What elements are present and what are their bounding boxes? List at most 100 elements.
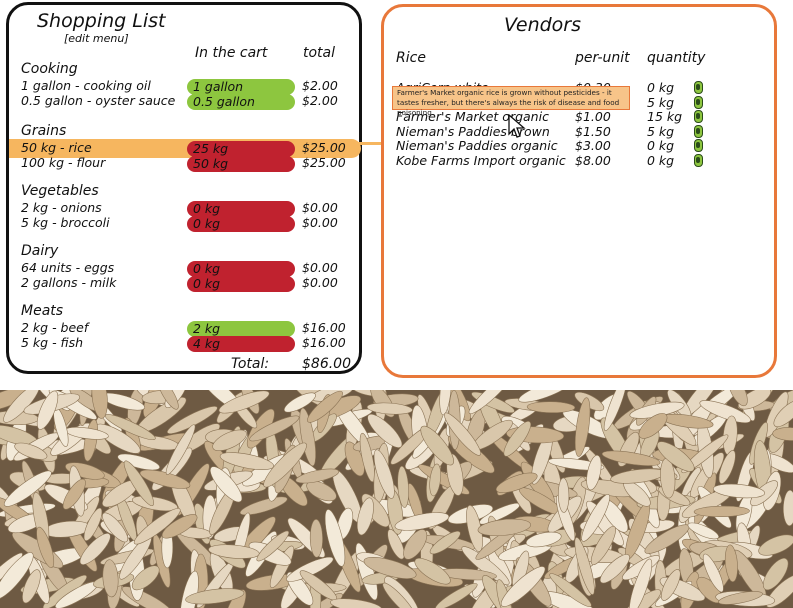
- list-item-label[interactable]: 50 kg - rice: [21, 140, 92, 155]
- vendor-quantity: 15 kg: [647, 109, 683, 124]
- rice-grain: [574, 537, 595, 595]
- rice-grain: [599, 554, 630, 584]
- rice-grain: [3, 470, 52, 507]
- edit-menu-link[interactable]: [edit menu]: [64, 32, 129, 45]
- rice-grain: [762, 557, 789, 591]
- list-item-label[interactable]: 5 kg - fish: [21, 335, 84, 350]
- vendor-connector-line: [352, 142, 384, 145]
- rice-grain: [727, 390, 748, 407]
- rice-grain: [102, 512, 129, 543]
- item-total: $16.00: [302, 320, 346, 335]
- rice-grain: [123, 460, 154, 507]
- item-total: $0.00: [302, 200, 338, 215]
- vendor-name: Kobe Farms Import organic: [396, 152, 566, 168]
- rice-grain: [36, 390, 59, 430]
- vendor-quantity: 5 kg: [647, 94, 675, 110]
- vendor-quantity: 0 kg: [647, 80, 675, 95]
- category-vegetables: Vegetables: [21, 183, 99, 199]
- category-grains: Grains: [21, 123, 67, 139]
- rice-grain: [161, 514, 198, 539]
- vendor-price: $8.00: [575, 152, 611, 168]
- cart-status-pill[interactable]: 25 kg: [187, 141, 295, 157]
- vendor-quantity: 5 kg: [647, 123, 675, 139]
- quantity-stepper[interactable]: [694, 81, 703, 94]
- rice-grain: [185, 588, 245, 605]
- rice-grain: [356, 497, 374, 536]
- list-item-label[interactable]: 1 gallon - cooking oil: [21, 78, 151, 93]
- rice-grain: [397, 465, 409, 508]
- rice-grain: [295, 468, 340, 484]
- item-total: $25.00: [302, 155, 346, 170]
- cart-status-pill[interactable]: 0 kg: [187, 216, 295, 232]
- rice-grain: [435, 583, 478, 608]
- rice-grain: [403, 529, 428, 560]
- list-item-label[interactable]: 2 kg - onions: [21, 200, 102, 215]
- rice-grain: [36, 526, 55, 569]
- cart-status-pill[interactable]: 0 kg: [187, 261, 295, 277]
- rice-grain: [601, 450, 661, 466]
- rice-grain: [0, 552, 34, 600]
- quantity-stepper[interactable]: [694, 95, 703, 109]
- rice-grain: [382, 582, 416, 608]
- vendor-tooltip: Farmer's Market organic rice is grown wi…: [392, 86, 630, 117]
- product-header: Rice: [396, 50, 426, 66]
- vendor-quantity: 0 kg: [647, 138, 675, 153]
- rice-grain: [299, 407, 316, 467]
- list-item-label[interactable]: 0.5 gallon - oyster sauce: [21, 93, 176, 108]
- rice-grain: [117, 453, 161, 471]
- cart-status-pill[interactable]: 0 kg: [187, 201, 295, 217]
- vendors-title: Vendors: [504, 14, 582, 36]
- rice-grain: [500, 566, 546, 607]
- cart-status-pill[interactable]: 50 kg: [187, 156, 295, 172]
- rice-grain: [359, 432, 375, 483]
- list-item-label[interactable]: 100 kg - flour: [21, 155, 106, 170]
- rice-grain: [702, 553, 724, 593]
- rice-grains-photo: [0, 390, 793, 608]
- list-item-label[interactable]: 64 units - eggs: [21, 260, 115, 275]
- cart-status-pill[interactable]: 0.5 gallon: [187, 94, 295, 110]
- rice-grain: [718, 591, 763, 605]
- rice-grain: [387, 529, 405, 560]
- total-value: $86.00: [302, 356, 351, 372]
- rice-grain: [309, 519, 323, 558]
- per-unit-header: per-unit: [575, 50, 630, 66]
- rice-grain: [661, 569, 681, 601]
- rice-grain: [724, 544, 738, 583]
- quantity-stepper[interactable]: [694, 153, 703, 167]
- rice-grain: [324, 509, 346, 567]
- rice-grain: [307, 390, 343, 423]
- rice-grain: [165, 424, 196, 475]
- vendor-name: Nieman's Paddies brown: [396, 123, 550, 139]
- vendor-name: Nieman's Paddies organic: [396, 138, 558, 153]
- rice-grain: [772, 427, 793, 441]
- list-item-label[interactable]: 5 kg - broccoli: [21, 215, 110, 230]
- cart-status-pill[interactable]: 4 kg: [187, 336, 295, 352]
- vendor-price: $3.00: [575, 138, 611, 153]
- rice-grain: [373, 449, 395, 499]
- rice-grain: [367, 413, 403, 448]
- rice-grain: [256, 530, 290, 562]
- cart-status-pill[interactable]: 0 kg: [187, 276, 295, 292]
- rice-grain: [681, 434, 729, 474]
- rice-grain: [283, 392, 316, 413]
- total-header: total: [303, 45, 336, 61]
- rice-grain: [263, 442, 307, 488]
- cart-status-pill[interactable]: 1 gallon: [187, 79, 295, 95]
- cart-status-pill[interactable]: 2 kg: [187, 321, 295, 337]
- list-item-label[interactable]: 2 kg - beef: [21, 320, 89, 335]
- rice-grain: [157, 390, 179, 410]
- quantity-stepper[interactable]: [694, 139, 703, 152]
- total-label: Total:: [231, 356, 270, 372]
- rice-grain: [212, 429, 247, 451]
- quantity-stepper[interactable]: [694, 124, 703, 138]
- rice-grain: [629, 558, 653, 608]
- rice-grain: [687, 522, 720, 540]
- quantity-stepper[interactable]: [694, 110, 703, 123]
- rice-grain: [503, 421, 532, 457]
- rice-grain: [62, 478, 86, 510]
- item-total: $16.00: [302, 335, 346, 350]
- vendor-price: $1.00: [575, 109, 611, 124]
- list-item-label[interactable]: 2 gallons - milk: [21, 275, 117, 290]
- rice-grain: [14, 442, 48, 460]
- rice-grain: [525, 531, 562, 548]
